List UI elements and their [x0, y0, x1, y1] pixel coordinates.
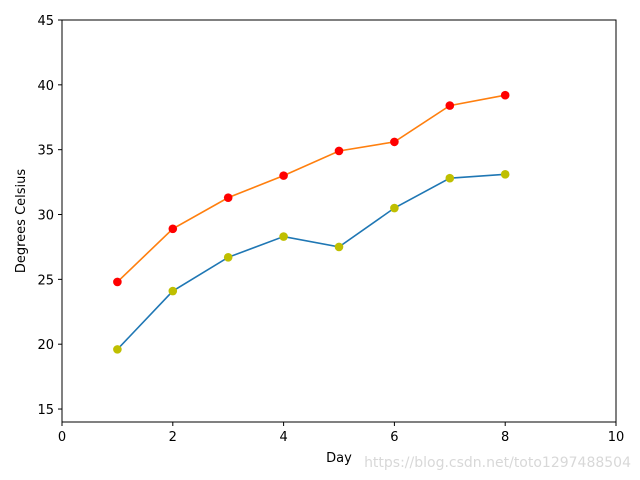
- series-2-point: [113, 277, 122, 287]
- series-1-point: [113, 345, 122, 354]
- x-tick-label: 6: [390, 430, 398, 445]
- x-tick-label: 8: [501, 430, 509, 445]
- series-1-point: [445, 173, 455, 183]
- y-axis-ticks: 15 20 25 30 35 40 45: [37, 14, 62, 418]
- series-2-point: [279, 171, 288, 180]
- y-tick-label: 20: [37, 338, 54, 353]
- series-1-point: [390, 203, 399, 213]
- series-1-point: [168, 286, 178, 296]
- x-tick-label: 10: [608, 430, 625, 445]
- series-1-point: [334, 242, 344, 252]
- series-2-point: [334, 146, 344, 156]
- y-tick-label: 15: [37, 403, 54, 418]
- series-2-point: [168, 224, 178, 234]
- x-axis-title: Day: [326, 451, 352, 466]
- series-1-point: [223, 253, 233, 262]
- y-axis-title: Degrees Celsius: [14, 169, 29, 274]
- x-axis-ticks: 0 2 4 6 8 10: [58, 422, 624, 445]
- plot-frame: [61, 19, 617, 423]
- series-2-point: [445, 101, 455, 110]
- y-tick-label: 45: [37, 14, 54, 29]
- series-2-point: [390, 137, 399, 147]
- series-1-point: [279, 232, 288, 241]
- series-2-point: [500, 90, 510, 100]
- watermark-text: https://blog.csdn.net/toto1297488504: [364, 455, 631, 471]
- series-1-line: [116, 173, 506, 350]
- x-tick-label: 0: [58, 430, 66, 445]
- y-tick-label: 25: [37, 273, 54, 288]
- x-tick-label: 2: [169, 430, 177, 445]
- y-tick-label: 40: [37, 79, 54, 94]
- series-2-point: [223, 193, 233, 202]
- y-tick-label: 30: [37, 209, 54, 224]
- series-layer: [113, 90, 510, 354]
- series-2-line: [116, 94, 506, 283]
- x-tick-label: 4: [279, 430, 287, 445]
- y-tick-label: 35: [37, 144, 54, 159]
- series-1-point: [500, 170, 510, 179]
